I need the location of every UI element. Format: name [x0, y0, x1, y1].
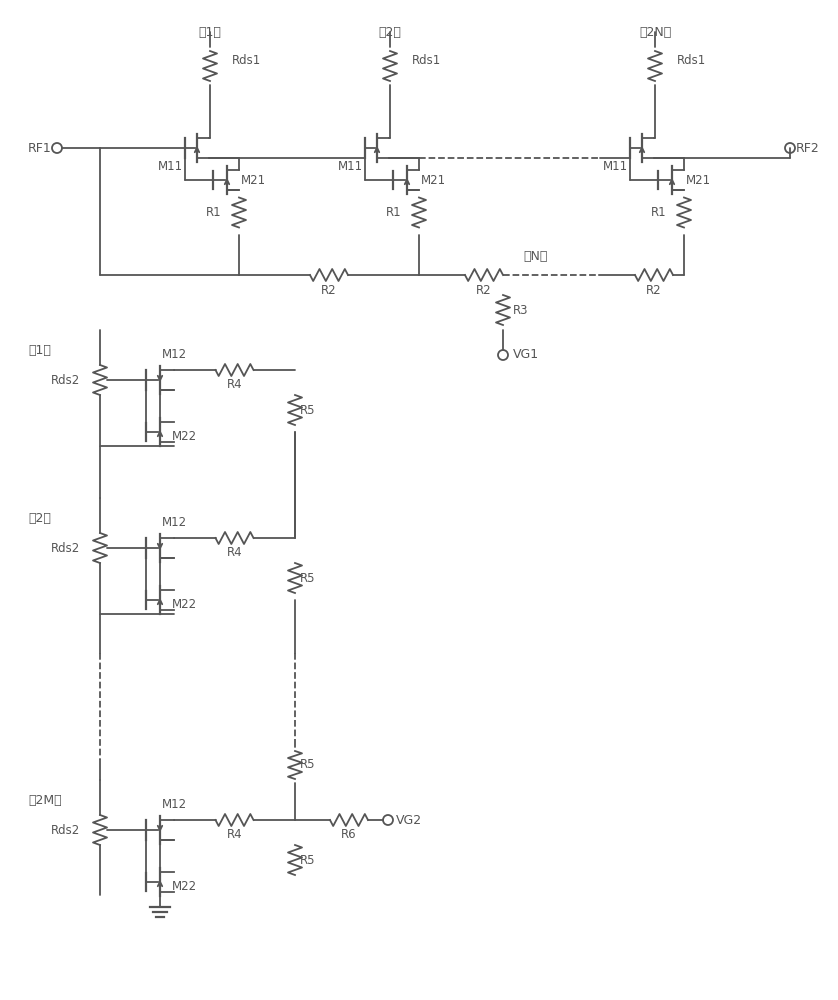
Text: R5: R5 — [300, 403, 315, 416]
Text: 第N级: 第N级 — [523, 250, 547, 263]
Text: M11: M11 — [158, 159, 183, 172]
Text: 第2M级: 第2M级 — [28, 794, 62, 806]
Text: M12: M12 — [162, 349, 187, 361]
Text: R2: R2 — [476, 284, 492, 298]
Text: Rds1: Rds1 — [412, 54, 442, 68]
Text: M21: M21 — [241, 174, 266, 186]
Text: M12: M12 — [162, 516, 187, 530]
Text: R4: R4 — [227, 546, 242, 558]
Text: VG1: VG1 — [513, 349, 539, 361]
Text: R1: R1 — [650, 206, 666, 219]
Text: 第1级: 第1级 — [28, 344, 51, 357]
Text: M12: M12 — [162, 798, 187, 812]
Text: VG2: VG2 — [396, 814, 422, 826]
Text: R2: R2 — [321, 284, 337, 298]
Text: M22: M22 — [172, 598, 197, 611]
Text: Rds1: Rds1 — [232, 54, 261, 68]
Text: 第2级: 第2级 — [379, 25, 401, 38]
Text: R5: R5 — [300, 758, 315, 772]
Text: 第1级: 第1级 — [199, 25, 221, 38]
Text: RF2: RF2 — [796, 141, 820, 154]
Text: M11: M11 — [603, 159, 628, 172]
Text: R1: R1 — [205, 206, 221, 219]
Text: RF1: RF1 — [28, 141, 51, 154]
Text: M22: M22 — [172, 430, 197, 444]
Text: Rds2: Rds2 — [51, 824, 80, 836]
Text: R6: R6 — [341, 828, 357, 840]
Text: M22: M22 — [172, 880, 197, 894]
Text: M21: M21 — [686, 174, 711, 186]
Text: 第2N级: 第2N级 — [639, 25, 671, 38]
Text: R1: R1 — [385, 206, 401, 219]
Text: Rds1: Rds1 — [677, 54, 706, 68]
Text: R3: R3 — [513, 304, 529, 316]
Text: M21: M21 — [421, 174, 446, 186]
Text: Rds2: Rds2 — [51, 373, 80, 386]
Text: M11: M11 — [338, 159, 363, 172]
Text: R2: R2 — [646, 284, 662, 298]
Text: Rds2: Rds2 — [51, 542, 80, 554]
Text: R4: R4 — [227, 828, 242, 840]
Text: R5: R5 — [300, 572, 315, 584]
Text: 第2级: 第2级 — [28, 512, 51, 524]
Text: R5: R5 — [300, 854, 315, 866]
Text: R4: R4 — [227, 377, 242, 390]
